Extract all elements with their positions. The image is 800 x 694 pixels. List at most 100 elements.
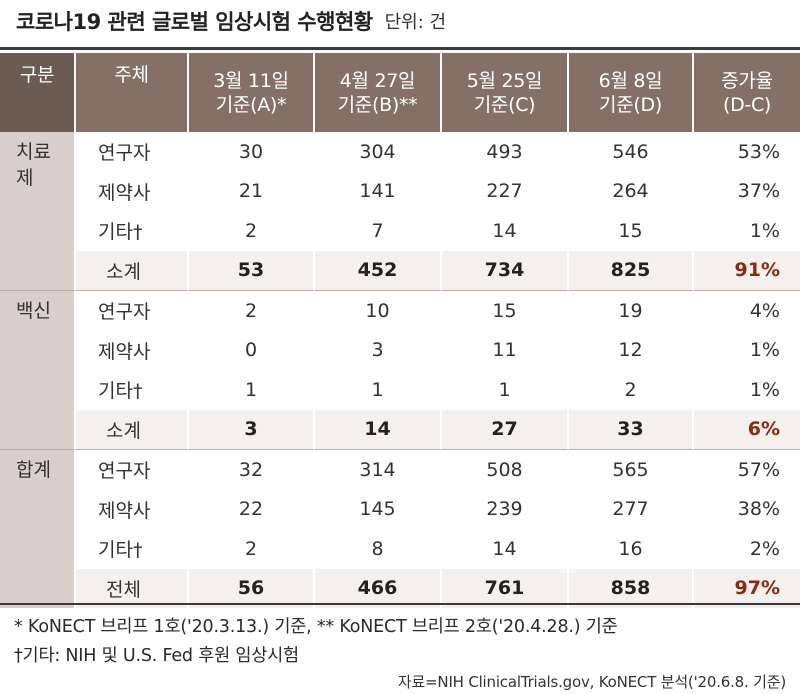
value-b-cell: 141 (315, 171, 442, 211)
org-cell: 소계 (76, 409, 189, 449)
value-b-cell: 304 (315, 132, 442, 172)
value-a-cell: 2 (189, 529, 315, 569)
table-body: 치료 제 연구자 30 304 493 546 53% 제약사 21 141 227 264 37% 기타†… (0, 132, 800, 608)
value-a-cell: 2 (189, 211, 315, 251)
header-d: 6월 8일 기준(D) (569, 53, 694, 132)
rate-cell: 1% (749, 378, 780, 401)
value-d-cell: 565 (569, 449, 694, 490)
value-b-cell: 1 (315, 370, 442, 410)
value-a-cell: 22 (189, 489, 315, 529)
value-a-cell: 2 (189, 290, 315, 331)
rate-cell: 4% (694, 290, 800, 331)
value-d-cell: 277 (569, 489, 694, 529)
value-c-cell: 11 (442, 330, 569, 370)
org-cell: 제약사 (76, 330, 189, 370)
table-row: 제약사 22 145 239 277 38% (0, 489, 800, 529)
org-cell: 연구자 (76, 132, 189, 172)
org-cell: 기타† (76, 529, 189, 569)
value-a-cell: 53 (189, 250, 315, 290)
table-row: 제약사 0 3 11 12 1% (0, 330, 800, 370)
value-c-cell: 761 (442, 568, 569, 608)
header-a: 3월 11일 기준(A)* (189, 53, 315, 132)
value-d-cell: 2 (569, 370, 694, 410)
value-a-cell: 30 (189, 132, 315, 172)
value-b-cell: 145 (315, 489, 442, 529)
rate-cell: 38% (737, 498, 780, 521)
bottom-rule (0, 603, 800, 605)
org-cell: 제약사 (76, 489, 189, 529)
value-d-cell: 546 (569, 132, 694, 172)
value-c-cell: 227 (442, 171, 569, 211)
value-a-cell: 21 (189, 171, 315, 211)
value-a-cell: 3 (189, 409, 315, 449)
value-d-cell: 825 (569, 250, 694, 290)
table-row: 백신 연구자 2 10 15 19 4% (0, 290, 800, 449)
table-row: 합계 연구자 32 314 508 565 57% (0, 449, 800, 608)
value-c-cell: 1 (442, 370, 569, 410)
value-b-cell: 452 (315, 250, 442, 290)
value-b-cell: 8 (315, 529, 442, 569)
category-cell: 백신 (0, 290, 76, 449)
value-d-cell: 12 (569, 330, 694, 370)
value-a-cell: 32 (189, 449, 315, 490)
value-a-cell: 1 (189, 370, 315, 410)
rate-cell: 91% (694, 250, 800, 290)
rate-cell: 53% (737, 140, 780, 163)
header-c: 5월 25일 기준(C) (442, 53, 569, 132)
value-b-cell: 14 (315, 409, 442, 449)
org-cell: 연구자 (76, 290, 189, 331)
org-cell: 기타† (76, 370, 189, 410)
value-c-cell: 239 (442, 489, 569, 529)
table-row: 소계 53 452 734 825 91% (0, 250, 800, 290)
table-row: 기타† 2 8 14 16 2% (0, 529, 800, 569)
table-row: 제약사 21 141 227 264 37% (0, 171, 800, 211)
value-c-cell: 508 (442, 449, 569, 490)
value-d-cell: 15 (569, 211, 694, 251)
unit-label: 단위: 건 (384, 12, 447, 33)
org-cell: 연구자 (76, 449, 189, 490)
value-d-cell: 19 (569, 290, 694, 331)
header-category: 구분 (0, 53, 76, 132)
table-row: 기타† 2 7 14 15 1% (0, 211, 800, 251)
table-row: 소계 3 14 27 33 6% (0, 409, 800, 449)
value-b-cell: 466 (315, 568, 442, 608)
value-c-cell: 493 (442, 132, 569, 172)
header-org: 주체 (76, 53, 189, 132)
footnote-2: †기타: NIH 및 U.S. Fed 후원 임상시험 (14, 646, 299, 666)
title-bar: 코로나19 관련 글로벌 임상시험 수행현황 단위: 건 (0, 0, 800, 42)
value-d-cell: 858 (569, 568, 694, 608)
top-rule (0, 47, 800, 50)
value-b-cell: 3 (315, 330, 442, 370)
value-c-cell: 27 (442, 409, 569, 449)
org-cell: 기타† (76, 211, 189, 251)
table-row: 치료 제 연구자 30 304 493 546 53% (0, 132, 800, 290)
rate-cell: 2% (749, 537, 780, 560)
table-header-row: 구분 주체 3월 11일 기준(A)* 4월 27일 기준(B)** 5월 25일 기… (0, 53, 800, 132)
value-a-cell: 56 (189, 568, 315, 608)
org-cell: 소계 (76, 250, 189, 290)
org-cell: 제약사 (76, 171, 189, 211)
value-b-cell: 7 (315, 211, 442, 251)
rate-cell: 37% (737, 180, 780, 203)
value-b-cell: 314 (315, 449, 442, 490)
value-c-cell: 734 (442, 250, 569, 290)
value-b-cell: 10 (315, 290, 442, 331)
value-d-cell: 16 (569, 529, 694, 569)
trials-table: 구분 주체 3월 11일 기준(A)* 4월 27일 기준(B)** 5월 25일 기… (0, 53, 800, 608)
category-cell: 치료 제 (0, 132, 76, 290)
page-title: 코로나19 관련 글로벌 임상시험 수행현황 (16, 10, 373, 34)
footnote-1: * KoNECT 브리프 1호('20.3.13.) 기준, ** KoNECT… (14, 617, 618, 637)
table-row: 전체 56 466 761 858 97% (0, 568, 800, 608)
rate-cell: 1% (749, 339, 780, 362)
category-cell: 합계 (0, 449, 76, 608)
header-b: 4월 27일 기준(B)** (315, 53, 442, 132)
value-c-cell: 14 (442, 529, 569, 569)
value-c-cell: 15 (442, 290, 569, 331)
rate-cell: 1% (749, 219, 780, 242)
rate-cell: 97% (694, 568, 800, 608)
rate-cell: 57% (694, 449, 800, 490)
value-d-cell: 33 (569, 409, 694, 449)
rate-cell: 6% (694, 409, 800, 449)
source-note: 자료=NIH ClinicalTrials.gov, KoNECT 분석('20… (397, 673, 786, 691)
header-rate: 증가율 (D-C) (694, 53, 800, 132)
